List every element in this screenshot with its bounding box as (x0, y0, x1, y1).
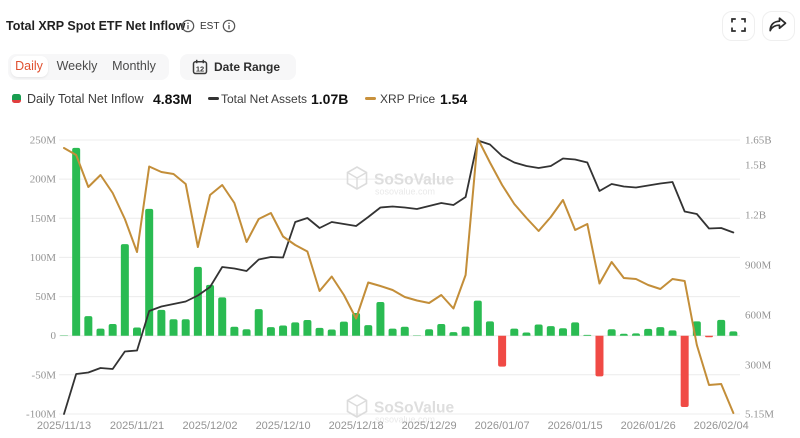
svg-text:12: 12 (195, 64, 203, 73)
svg-text:250M: 250M (30, 135, 57, 147)
svg-text:sosovalue.com: sosovalue.com (375, 187, 435, 197)
svg-text:2025/11/13: 2025/11/13 (37, 420, 91, 432)
svg-text:900M: 900M (745, 259, 772, 271)
svg-text:2025/12/02: 2025/12/02 (182, 420, 237, 432)
svg-text:150M: 150M (30, 213, 57, 225)
svg-text:1.2B: 1.2B (745, 210, 766, 222)
svg-text:100M: 100M (30, 252, 57, 264)
svg-text:600M: 600M (745, 309, 772, 321)
svg-text:2025/12/29: 2025/12/29 (402, 420, 457, 432)
svg-text:sosovalue.com: sosovalue.com (375, 415, 435, 425)
svg-text:2025/12/18: 2025/12/18 (329, 420, 384, 432)
svg-text:SoSoValue: SoSoValue (374, 172, 454, 189)
svg-text:2026/02/04: 2026/02/04 (694, 420, 749, 432)
svg-text:0: 0 (51, 330, 57, 342)
svg-text:2026/01/15: 2026/01/15 (548, 420, 603, 432)
svg-text:2026/01/26: 2026/01/26 (621, 420, 676, 432)
svg-text:2025/12/10: 2025/12/10 (256, 420, 311, 432)
svg-text:2026/01/07: 2026/01/07 (475, 420, 530, 432)
svg-text:50M: 50M (35, 291, 56, 303)
svg-text:1.65B: 1.65B (745, 135, 772, 147)
svg-text:300M: 300M (745, 359, 772, 371)
svg-text:2025/11/21: 2025/11/21 (110, 420, 164, 432)
svg-text:-50M: -50M (32, 369, 57, 381)
svg-text:200M: 200M (30, 174, 57, 186)
svg-text:5.15M: 5.15M (745, 409, 774, 421)
svg-text:1.5B: 1.5B (745, 160, 766, 172)
svg-text:SoSoValue: SoSoValue (374, 400, 454, 417)
svg-text:-100M: -100M (26, 409, 56, 421)
